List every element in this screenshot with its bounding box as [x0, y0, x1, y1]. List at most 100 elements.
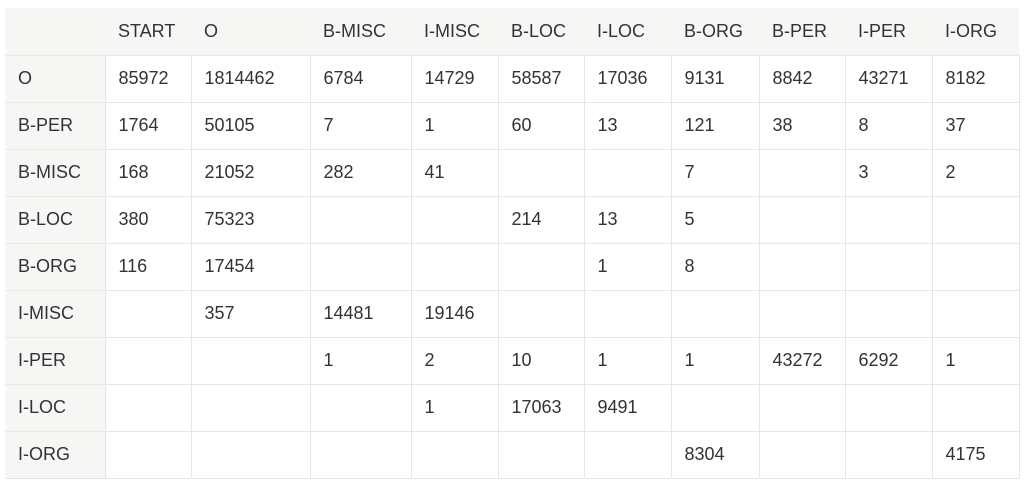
- table-cell: 38: [758, 102, 845, 150]
- table-cell: [931, 384, 1020, 432]
- table-cell: 121: [670, 102, 759, 150]
- table-row: I-MISC 357 14481 19146: [5, 290, 1020, 338]
- column-header-i-loc: I-LOC: [584, 8, 671, 56]
- table-cell: [844, 384, 932, 432]
- table-cell: [931, 243, 1020, 291]
- table-cell: [497, 431, 584, 479]
- table-cell: 9131: [670, 55, 759, 103]
- table-cell: 282: [309, 149, 411, 197]
- table-cell: 85972: [104, 55, 191, 103]
- transition-table-container: START O B-MISC I-MISC B-LOC I-LOC B-ORG …: [5, 8, 1020, 479]
- table-cell: 19146: [410, 290, 498, 338]
- table-cell: 168: [104, 149, 191, 197]
- table-cell: [104, 384, 191, 432]
- table-cell: [497, 243, 584, 291]
- table-cell: 14729: [410, 55, 498, 103]
- table-cell: [758, 384, 845, 432]
- column-header-b-loc: B-LOC: [498, 8, 584, 56]
- table-cell: 1764: [104, 102, 191, 150]
- table-row: B-PER 1764 50105 7 1 60 13 121 38 8 37: [5, 102, 1020, 150]
- table-cell: 6784: [309, 55, 411, 103]
- table-cell: 2: [410, 337, 498, 385]
- table-cell: [190, 337, 310, 385]
- table-cell: [758, 243, 845, 291]
- table-cell: 9491: [583, 384, 671, 432]
- table-cell: [758, 431, 845, 479]
- table-cell: 1814462: [190, 55, 310, 103]
- table-cell: [104, 337, 191, 385]
- column-header-b-org: B-ORG: [671, 8, 759, 56]
- corner-header-cell: [5, 8, 105, 56]
- table-cell: 8182: [931, 55, 1020, 103]
- table-cell: 17036: [583, 55, 671, 103]
- table-cell: [410, 196, 498, 244]
- table-cell: 1: [309, 337, 411, 385]
- table-row: B-LOC 380 75323 214 13 5: [5, 196, 1020, 244]
- table-cell: 13: [583, 102, 671, 150]
- table-cell: 43271: [844, 55, 932, 103]
- table-cell: 214: [497, 196, 584, 244]
- table-cell: [410, 431, 498, 479]
- row-header-cell: B-MISC: [5, 149, 105, 197]
- table-cell: [583, 431, 671, 479]
- table-cell: [497, 290, 584, 338]
- table-cell: 357: [190, 290, 310, 338]
- table-cell: [190, 384, 310, 432]
- table-cell: 10: [497, 337, 584, 385]
- table-cell: 1: [410, 102, 498, 150]
- header-row: START O B-MISC I-MISC B-LOC I-LOC B-ORG …: [5, 8, 1019, 56]
- table-cell: 1: [583, 243, 671, 291]
- table-cell: [583, 149, 671, 197]
- table-cell: 13: [583, 196, 671, 244]
- table-cell: 1: [670, 337, 759, 385]
- table-cell: [104, 290, 191, 338]
- table-cell: [309, 431, 411, 479]
- column-header-o: O: [191, 8, 310, 56]
- table-row: B-MISC 168 21052 282 41 7 3 2: [5, 149, 1020, 197]
- table-cell: 60: [497, 102, 584, 150]
- transition-count-table: START O B-MISC I-MISC B-LOC I-LOC B-ORG …: [5, 8, 1020, 479]
- table-cell: 75323: [190, 196, 310, 244]
- table-cell: 43272: [758, 337, 845, 385]
- table-cell: 7: [309, 102, 411, 150]
- table-cell: [670, 384, 759, 432]
- table-cell: [104, 431, 191, 479]
- table-cell: 8304: [670, 431, 759, 479]
- table-cell: [844, 290, 932, 338]
- table-cell: 4175: [931, 431, 1020, 479]
- table-cell: [758, 196, 845, 244]
- table-cell: 17063: [497, 384, 584, 432]
- table-cell: 37: [931, 102, 1020, 150]
- table-cell: [844, 431, 932, 479]
- column-header-i-misc: I-MISC: [411, 8, 498, 56]
- column-header-i-org: I-ORG: [932, 8, 1019, 56]
- table-row: I-ORG 8304 4175: [5, 431, 1020, 479]
- column-header-i-per: I-PER: [845, 8, 932, 56]
- row-header-cell: I-ORG: [5, 431, 105, 479]
- table-cell: 41: [410, 149, 498, 197]
- table-cell: 1: [931, 337, 1020, 385]
- table-cell: 21052: [190, 149, 310, 197]
- table-cell: [497, 149, 584, 197]
- table-cell: [309, 243, 411, 291]
- table-cell: 17454: [190, 243, 310, 291]
- table-cell: 58587: [497, 55, 584, 103]
- table-cell: [309, 384, 411, 432]
- table-cell: [670, 290, 759, 338]
- table-cell: 1: [583, 337, 671, 385]
- table-cell: [931, 196, 1020, 244]
- table-cell: 8: [844, 102, 932, 150]
- table-cell: [758, 290, 845, 338]
- column-header-b-misc: B-MISC: [310, 8, 411, 56]
- column-header-b-per: B-PER: [759, 8, 845, 56]
- table-cell: [410, 243, 498, 291]
- table-cell: [583, 290, 671, 338]
- table-cell: 50105: [190, 102, 310, 150]
- table-cell: [190, 431, 310, 479]
- table-cell: 6292: [844, 337, 932, 385]
- table-cell: [931, 290, 1020, 338]
- row-header-cell: B-PER: [5, 102, 105, 150]
- table-row: O 85972 1814462 6784 14729 58587 17036 9131 8842…: [5, 55, 1020, 103]
- row-header-cell: B-ORG: [5, 243, 105, 291]
- table-row: I-LOC 1 17063 9491: [5, 384, 1020, 432]
